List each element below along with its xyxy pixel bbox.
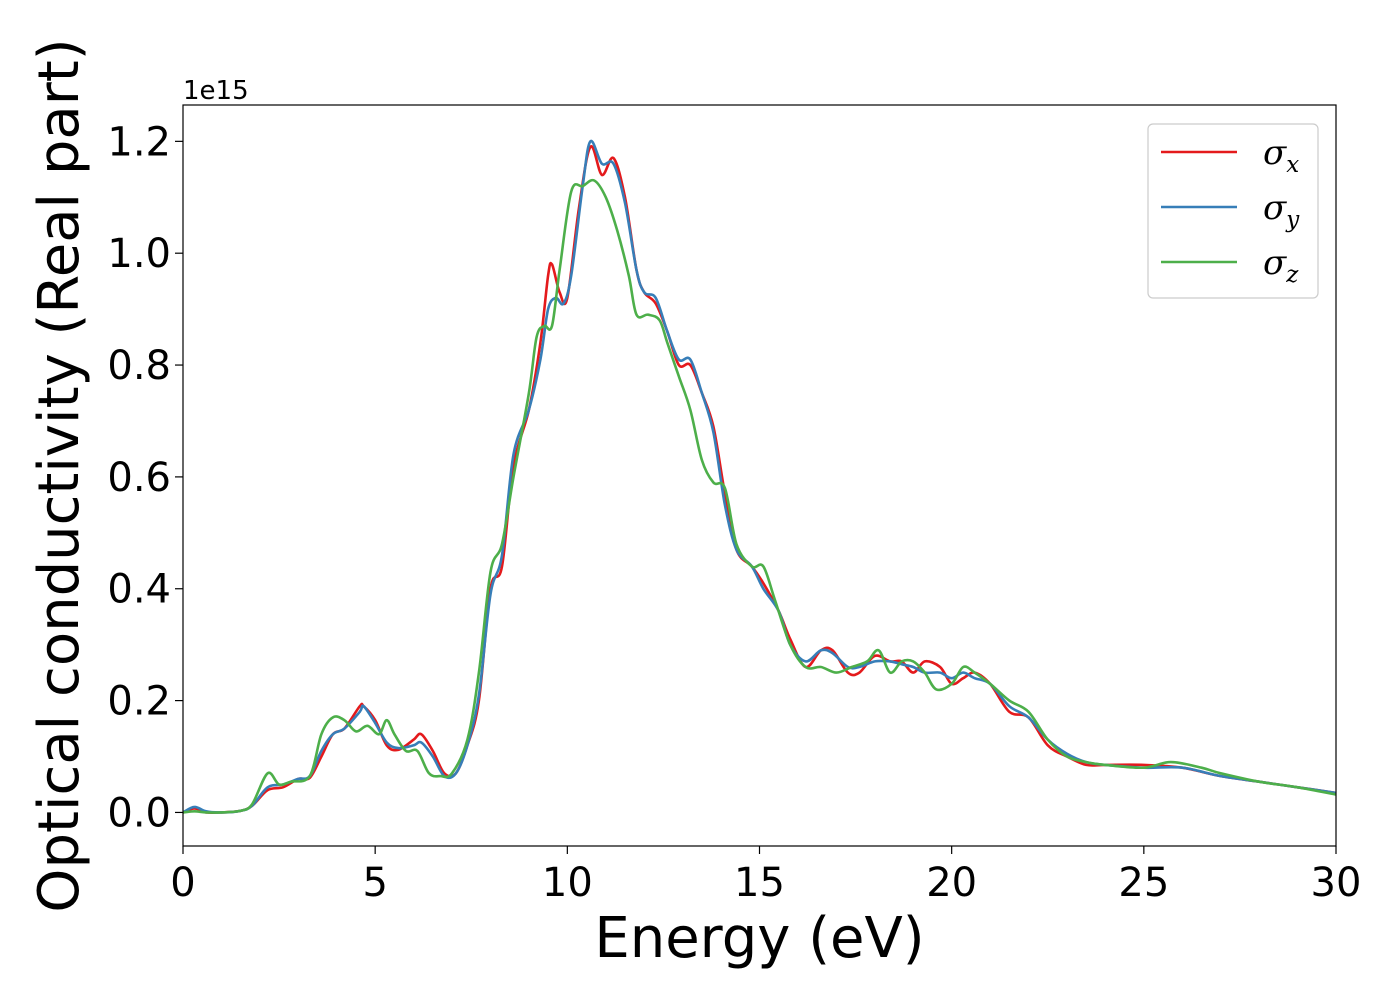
y-tick-label: 1.0 — [107, 231, 171, 277]
y-offset-label: 1e15 — [183, 76, 249, 106]
y-tick-label: 1.2 — [107, 119, 171, 165]
y-tick-label: 0.2 — [107, 679, 171, 725]
x-axis: 0 5 10 15 20 25 30 — [170, 846, 1361, 906]
x-tick-label: 10 — [542, 860, 593, 906]
x-tick-label: 5 — [362, 860, 387, 906]
y-tick-label: 0.6 — [107, 455, 171, 501]
x-tick-label: 20 — [926, 860, 977, 906]
x-tick-label: 0 — [170, 860, 195, 906]
series-layer — [183, 139, 1336, 815]
y-axis: 0.0 0.2 0.4 0.6 0.8 1.0 1.2 — [107, 119, 183, 836]
legend-label: σx — [1263, 133, 1299, 178]
y-tick-label: 0.0 — [107, 790, 171, 836]
legend-item-z: σz — [1161, 243, 1299, 288]
x-axis-title: Energy (eV) — [594, 906, 924, 971]
x-tick-label: 30 — [1311, 860, 1362, 906]
legend: σx σy σz — [1147, 123, 1319, 299]
legend-label: σz — [1263, 243, 1299, 288]
legend-item-y: σy — [1161, 188, 1300, 233]
legend-item-x: σx — [1161, 133, 1299, 178]
series-line-z — [183, 178, 1336, 814]
y-tick-label: 0.8 — [107, 343, 171, 389]
x-tick-label: 25 — [1118, 860, 1169, 906]
legend-label: σy — [1263, 188, 1300, 233]
series-line-y — [183, 139, 1336, 814]
y-tick-label: 0.4 — [107, 567, 171, 613]
legend-box — [1147, 123, 1319, 299]
x-tick-label: 15 — [734, 860, 785, 906]
y-axis-title: Optical conductivity (Real part) — [27, 38, 92, 912]
